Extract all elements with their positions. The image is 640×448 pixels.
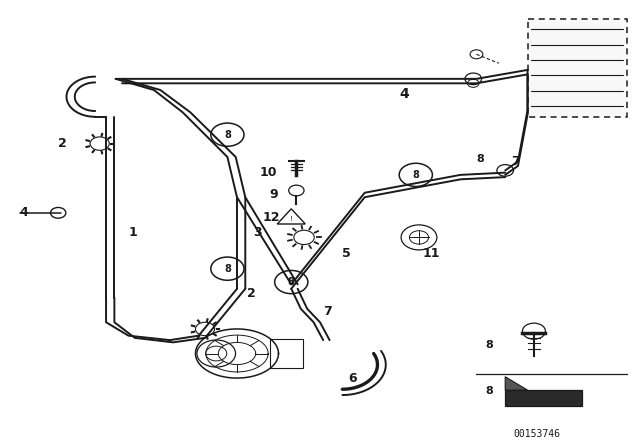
Text: 8: 8 [224,129,231,140]
Text: 8: 8 [288,277,294,287]
FancyBboxPatch shape [527,18,627,117]
Polygon shape [505,377,527,390]
Text: 4: 4 [400,87,410,102]
Text: 9: 9 [269,189,278,202]
Text: 8: 8 [485,340,493,349]
Text: 7: 7 [323,305,332,318]
Bar [270,339,303,368]
Text: 6: 6 [349,371,357,384]
Text: 11: 11 [422,246,440,259]
Text: 4: 4 [20,207,29,220]
Text: 8: 8 [412,170,419,180]
Text: 8: 8 [224,264,231,274]
Text: !: ! [290,215,292,222]
Text: 00153746: 00153746 [514,429,561,439]
Text: 7: 7 [511,155,520,168]
Polygon shape [505,390,582,406]
Text: 5: 5 [342,246,351,259]
Text: 12: 12 [262,211,280,224]
Text: 2: 2 [246,287,255,300]
Text: 1: 1 [129,226,137,239]
Text: 3: 3 [253,226,262,239]
Text: 2: 2 [58,137,67,150]
Text: 10: 10 [259,166,277,179]
Text: 8: 8 [476,154,484,164]
Text: 8: 8 [485,387,493,396]
